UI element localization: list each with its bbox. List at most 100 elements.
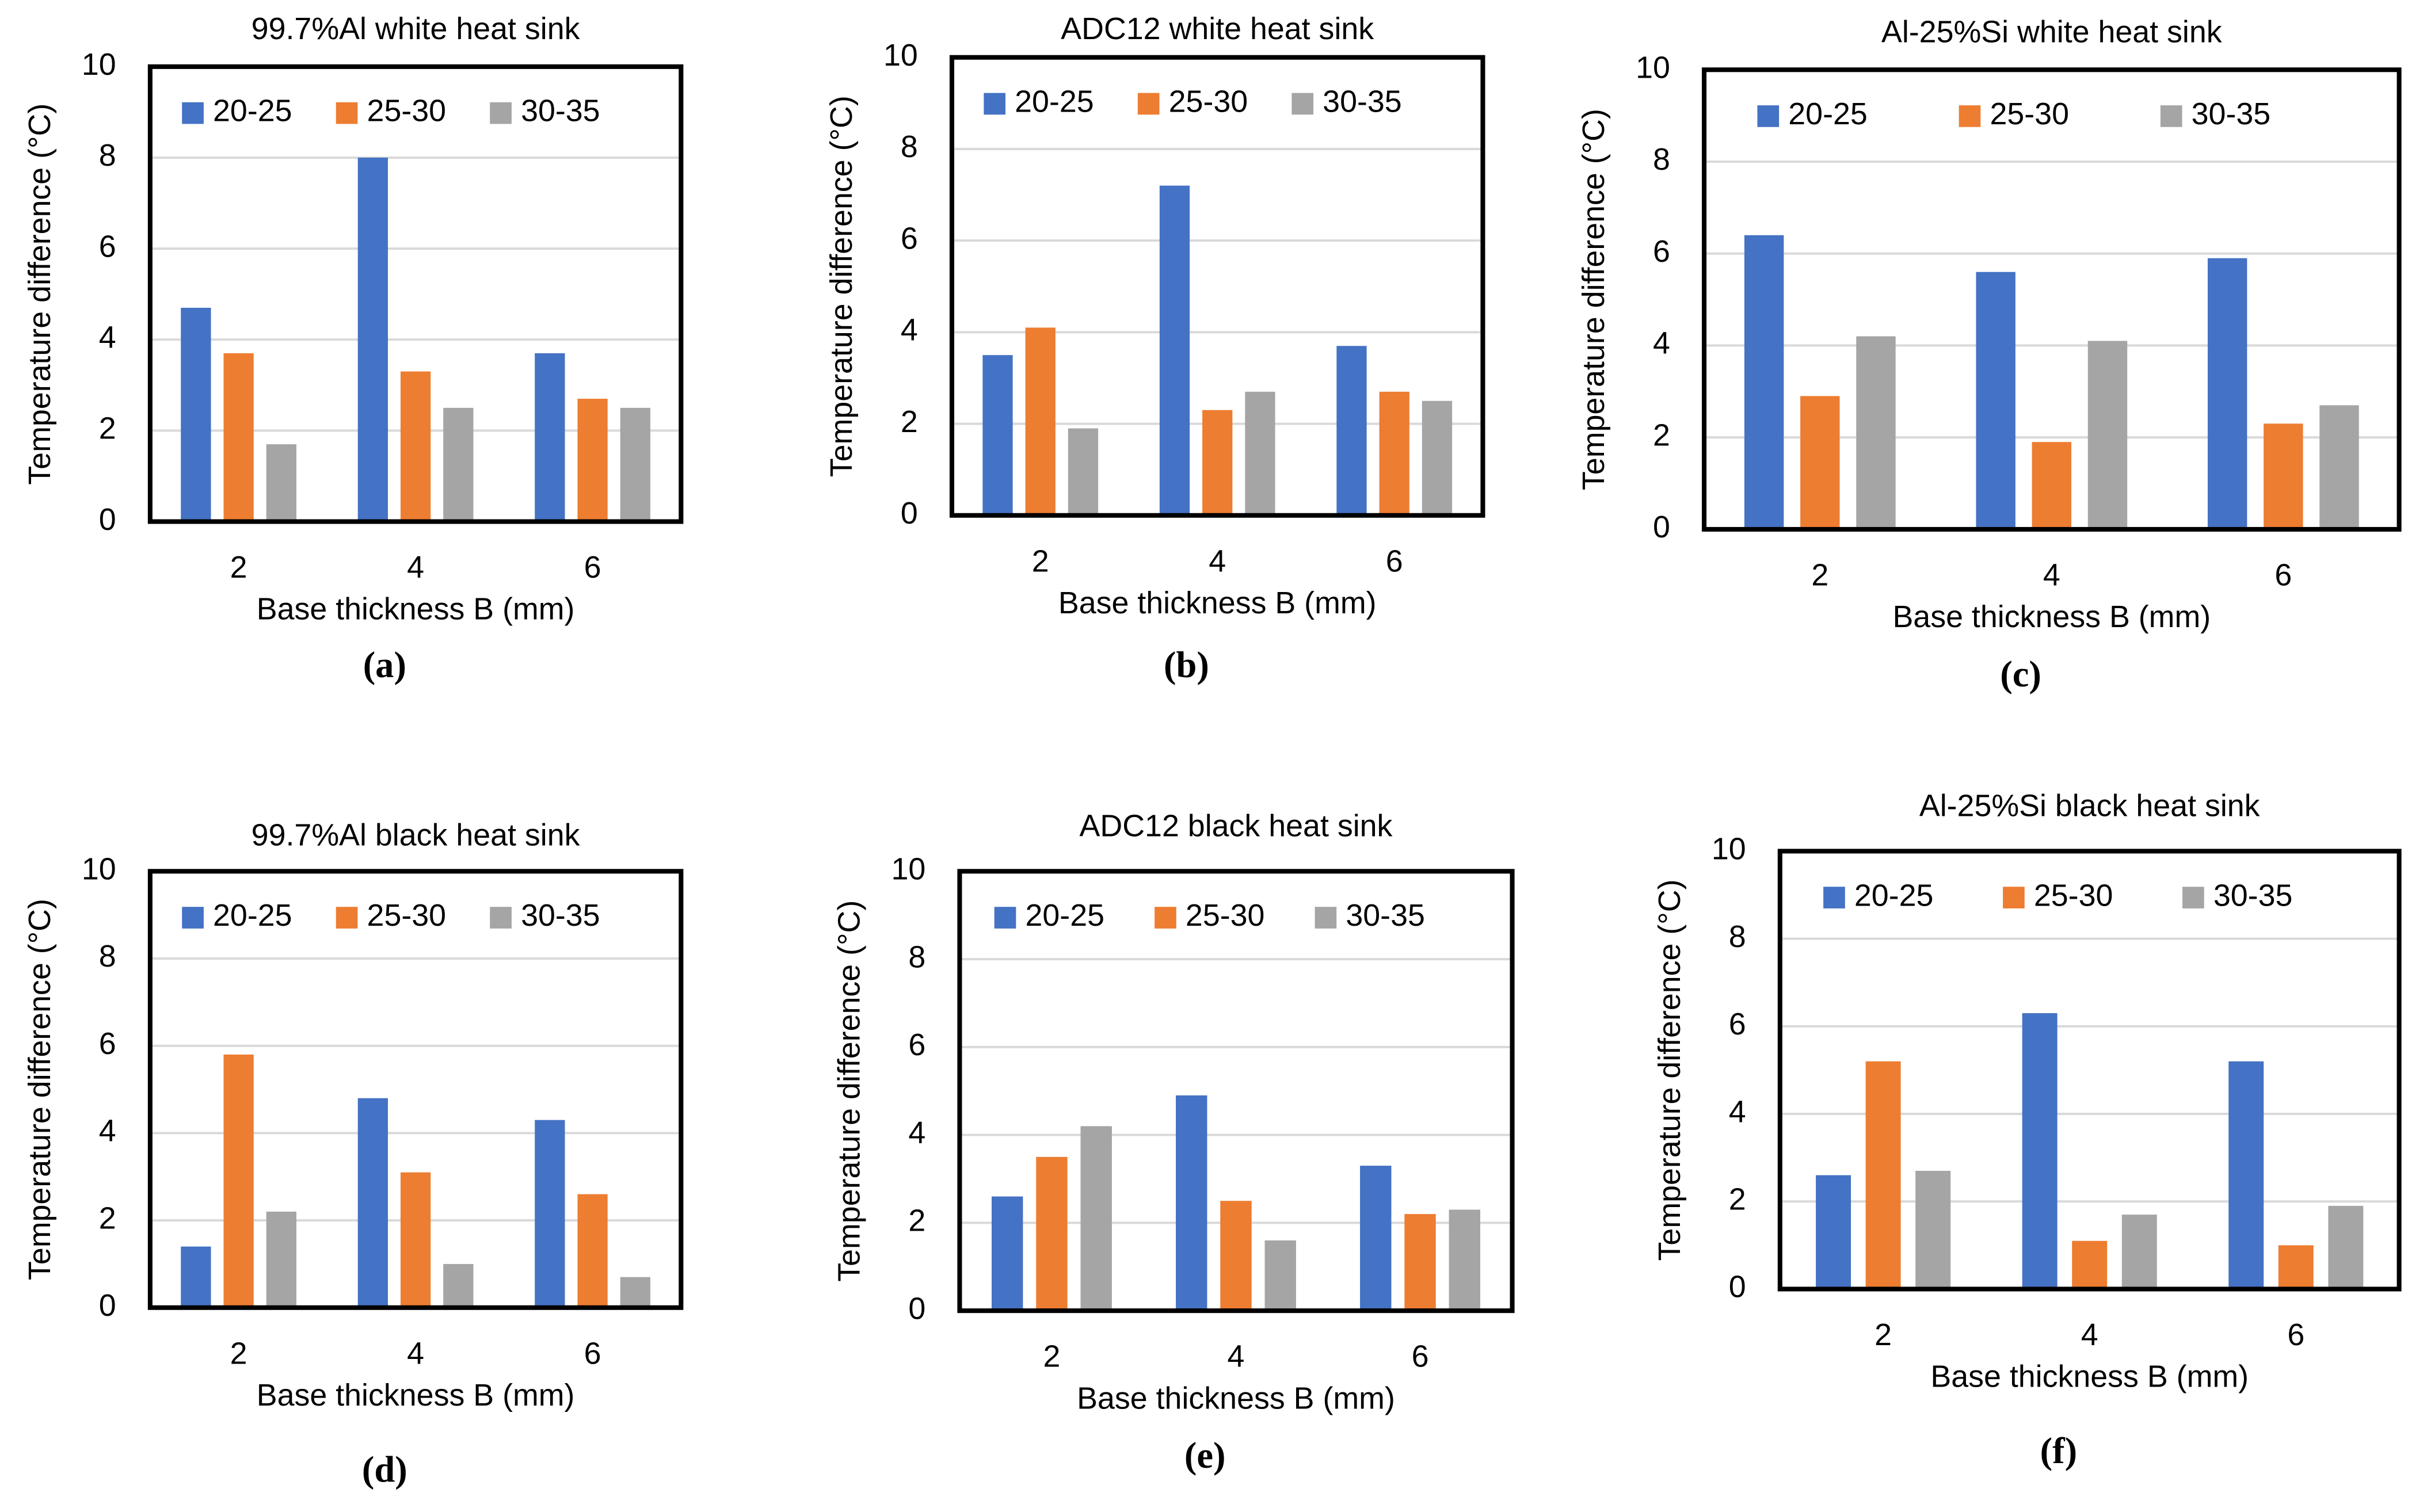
bar: [982, 355, 1013, 516]
bar: [357, 1098, 388, 1308]
legend-swatch: [2003, 887, 2025, 908]
legend-label: 30-35: [2213, 878, 2293, 912]
y-tick-label: 0: [908, 1291, 925, 1326]
y-tick-label: 6: [1729, 1007, 1746, 1041]
panel-caption: (f): [2040, 1430, 2077, 1471]
bar: [1404, 1214, 1436, 1311]
bar: [2278, 1245, 2314, 1289]
bar: [2072, 1240, 2108, 1289]
y-axis-label: Temperature difference (°C): [22, 104, 57, 485]
legend-label: 30-35: [521, 898, 600, 933]
x-axis-label: Base thickness B (mm): [257, 592, 575, 627]
legend-swatch: [2160, 105, 2182, 127]
y-tick-label: 10: [891, 852, 925, 887]
x-tick-label: 2: [1811, 558, 1828, 593]
bar: [1865, 1061, 1901, 1289]
y-tick-label: 10: [82, 47, 116, 82]
legend-label: 20-25: [213, 898, 292, 933]
bar: [2264, 423, 2303, 530]
legend-swatch: [1137, 93, 1160, 115]
legend-swatch: [1959, 105, 1981, 127]
bar: [1025, 327, 1056, 516]
x-axis-label: Base thickness B (mm): [1058, 586, 1377, 620]
plot-border: [1777, 849, 2402, 1292]
x-tick-label: 4: [407, 550, 424, 585]
legend-label: 25-30: [367, 898, 447, 933]
y-tick-label: 0: [901, 496, 918, 530]
y-tick-label: 10: [1712, 832, 1746, 866]
bar: [1816, 1175, 1851, 1289]
bar: [266, 1211, 296, 1308]
y-tick-label: 4: [901, 313, 918, 348]
bar: [2022, 1013, 2058, 1289]
bar: [1976, 272, 2015, 530]
bar: [1036, 1156, 1068, 1311]
bar: [620, 407, 650, 522]
plot-border: [949, 55, 1485, 518]
bar: [1176, 1095, 1207, 1311]
legend-swatch: [336, 102, 358, 124]
bar: [535, 353, 565, 522]
panel-caption: (d): [362, 1448, 407, 1490]
legend-swatch: [2182, 887, 2204, 908]
y-tick-label: 4: [99, 1114, 116, 1148]
bar: [1336, 346, 1367, 516]
bar: [443, 1263, 474, 1308]
legend-swatch: [182, 907, 204, 929]
bar: [1220, 1201, 1252, 1311]
x-tick-label: 2: [1043, 1339, 1061, 1374]
panel-caption: (e): [1184, 1434, 1226, 1476]
y-axis-label: Temperature difference (°C): [22, 899, 57, 1280]
bar: [620, 1277, 650, 1308]
y-tick-label: 2: [1653, 418, 1670, 452]
y-tick-label: 2: [99, 411, 116, 446]
legend-label: 25-30: [1990, 97, 2069, 131]
x-tick-label: 6: [2287, 1318, 2304, 1352]
plot-border: [147, 869, 684, 1310]
y-tick-label: 4: [908, 1116, 925, 1150]
legend-swatch: [1823, 887, 1845, 908]
y-tick-label: 0: [1653, 510, 1670, 544]
bar: [2121, 1215, 2157, 1289]
legend-label: 20-25: [1025, 898, 1104, 933]
x-axis-label: Base thickness B (mm): [1892, 600, 2211, 634]
x-tick-label: 4: [1209, 544, 1226, 578]
bar: [223, 353, 254, 522]
bar: [991, 1196, 1023, 1311]
bar: [2032, 442, 2072, 530]
bar: [1915, 1171, 1951, 1289]
bar: [1202, 410, 1233, 516]
legend-label: 25-30: [1169, 85, 1248, 119]
x-tick-label: 2: [1032, 544, 1049, 578]
bar: [357, 158, 388, 522]
bar: [266, 444, 296, 522]
x-tick-label: 4: [1228, 1339, 1245, 1374]
bar: [2328, 1205, 2364, 1289]
x-tick-label: 4: [2081, 1318, 2098, 1352]
legend-label: 30-35: [2192, 97, 2271, 131]
bar: [2319, 405, 2359, 530]
y-tick-label: 2: [901, 404, 918, 439]
plot-border: [147, 64, 684, 524]
legend-swatch: [182, 102, 204, 124]
x-axis-label: Base thickness B (mm): [1077, 1381, 1395, 1415]
chart-title: 99.7%Al black heat sink: [252, 818, 580, 852]
plot-border: [1702, 67, 2402, 532]
bar: [1360, 1166, 1392, 1311]
y-tick-label: 8: [908, 940, 925, 974]
legend-swatch: [490, 102, 512, 124]
bar: [2087, 341, 2128, 530]
legend-label: 30-35: [1323, 85, 1402, 119]
bar: [1744, 235, 1784, 530]
legend-swatch: [1315, 907, 1337, 929]
x-tick-label: 2: [230, 1336, 247, 1370]
bar: [577, 1194, 608, 1308]
legend-label: 25-30: [367, 94, 447, 128]
bar: [1379, 391, 1409, 516]
x-tick-label: 6: [1386, 544, 1403, 578]
chart-title: Al-25%Si black heat sink: [1919, 788, 2260, 823]
x-tick-label: 2: [230, 550, 247, 585]
bar: [223, 1054, 254, 1308]
bar: [181, 307, 211, 522]
